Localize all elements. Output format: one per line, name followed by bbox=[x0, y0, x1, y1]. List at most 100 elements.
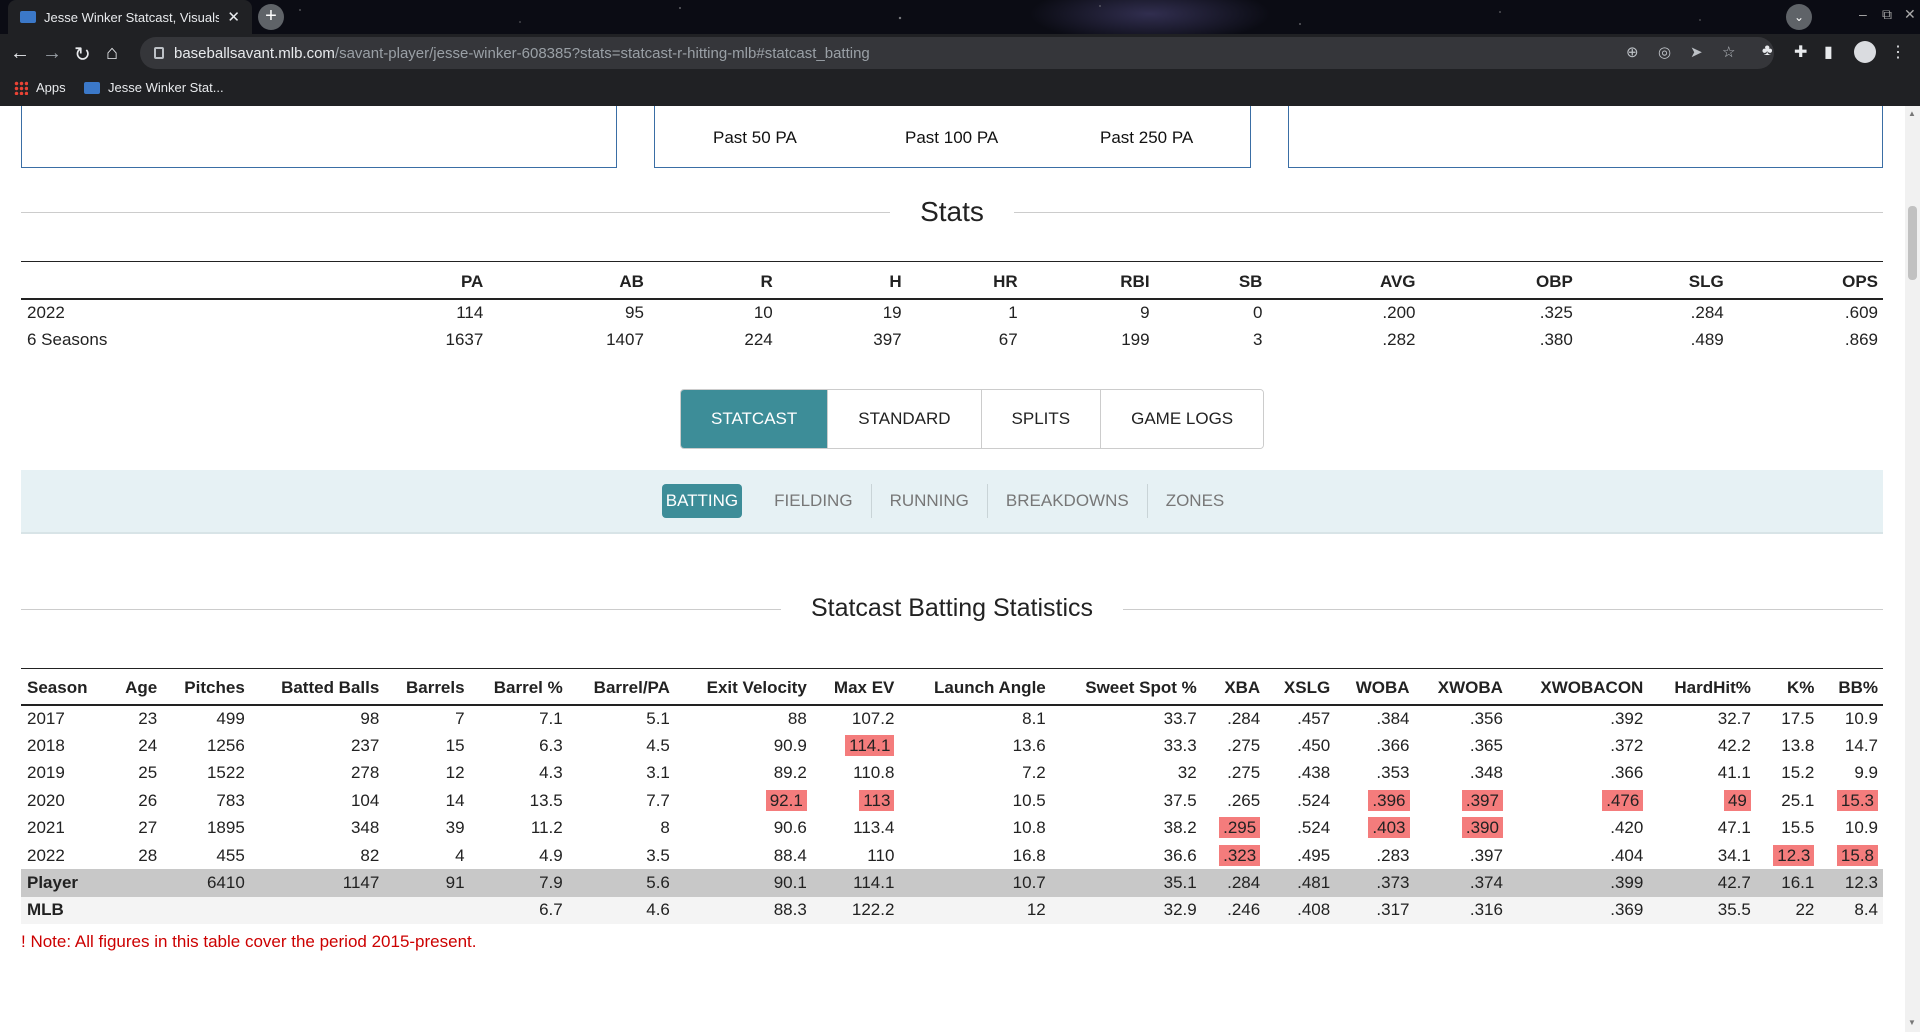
table-cell: .384 bbox=[1376, 709, 1410, 729]
bookmark-star-icon[interactable]: ☆ bbox=[1722, 44, 1736, 61]
column-header[interactable]: Barrels bbox=[384, 668, 470, 706]
scrollbar-thumb[interactable] bbox=[1908, 206, 1917, 280]
column-header[interactable]: Launch Angle bbox=[899, 668, 1051, 706]
table-cell: 14.7 bbox=[1844, 736, 1878, 756]
bookmark-apps[interactable]: Apps bbox=[14, 80, 66, 95]
table-cell: 2022 bbox=[27, 303, 65, 322]
column-header[interactable]: Age bbox=[109, 668, 163, 706]
maximize-icon[interactable]: ⧉ bbox=[1882, 6, 1892, 22]
column-header[interactable]: Batted Balls bbox=[249, 668, 385, 706]
column-header[interactable]: Barrel/PA bbox=[567, 668, 675, 706]
table-cell: .476 bbox=[1508, 787, 1648, 814]
column-header[interactable]: Max EV bbox=[811, 668, 900, 706]
table-cell: 1407 bbox=[606, 329, 644, 349]
table-cell: 1637 bbox=[445, 329, 484, 349]
bookmark-savant[interactable]: Jesse Winker Stat... bbox=[84, 80, 224, 95]
puzzle-icon[interactable]: ✚ bbox=[1794, 44, 1808, 61]
column-header: HR bbox=[906, 261, 1023, 300]
column-header: AB bbox=[488, 261, 649, 300]
table-cell: 1522 bbox=[206, 763, 245, 783]
extension-icon[interactable]: ♣ bbox=[1762, 42, 1773, 59]
subtab-running[interactable]: RUNNING bbox=[870, 484, 987, 518]
table-row: 2022 114 95 10 19 1 9 0.200.325.284.609 bbox=[21, 299, 1883, 326]
table-cell: 13.6 bbox=[1012, 736, 1046, 756]
table-cell bbox=[109, 896, 163, 925]
home-icon[interactable]: ⌂ bbox=[106, 42, 119, 64]
browser-tab[interactable]: Jesse Winker Statcast, Visuals ✕ bbox=[8, 0, 252, 34]
column-header[interactable]: HardHit% bbox=[1648, 668, 1756, 706]
column-header[interactable]: XWOBA bbox=[1414, 668, 1508, 706]
scroll-up-icon[interactable]: ▲ bbox=[1908, 109, 1916, 118]
column-header[interactable]: Barrel % bbox=[469, 668, 568, 706]
forward-icon[interactable]: → bbox=[42, 42, 62, 64]
table-cell: .438 bbox=[1297, 763, 1331, 783]
close-tab-icon[interactable]: ✕ bbox=[227, 9, 240, 26]
close-window-icon[interactable]: ✕ bbox=[1904, 6, 1916, 22]
page-content: Past 50 PA Past 100 PA Past 250 PA Stats… bbox=[0, 106, 1905, 1032]
address-bar[interactable]: baseballsavant.mlb.com /savant-player/je… bbox=[140, 37, 1774, 69]
column-header[interactable]: XBA bbox=[1201, 668, 1266, 706]
subtab-batting[interactable]: BATTING bbox=[661, 484, 743, 518]
table-cell: .403 bbox=[1335, 815, 1414, 842]
column-header[interactable]: Exit Velocity bbox=[674, 668, 812, 706]
table-cell: 7.1 bbox=[539, 709, 563, 729]
stats-table: PA AB R H HR RBI SB AVG OBP SLG OPS 2022 114 95 10 19 1… bbox=[21, 261, 1883, 353]
tab-splits[interactable]: SPLITS bbox=[980, 390, 1101, 448]
subtab-breakdowns[interactable]: BREAKDOWNS bbox=[986, 484, 1147, 518]
table-cell: 91 bbox=[384, 869, 470, 897]
table-cell: .284 bbox=[1201, 869, 1266, 897]
highlighted-value: .476 bbox=[1602, 789, 1644, 811]
back-icon[interactable]: ← bbox=[10, 42, 30, 64]
sidebar-icon[interactable]: ▮ bbox=[1824, 44, 1833, 61]
reload-icon[interactable]: ↻ bbox=[74, 44, 91, 66]
column-header[interactable]: Pitches bbox=[162, 668, 250, 706]
table-cell: 110 bbox=[867, 845, 895, 865]
table-cell: 10 bbox=[753, 303, 773, 322]
rolling-label: Past 50 PA bbox=[713, 128, 797, 147]
table-cell: 5.1 bbox=[646, 709, 670, 729]
column-header: OPS bbox=[1728, 261, 1883, 300]
menu-icon[interactable]: ⋮ bbox=[1890, 44, 1906, 61]
column-header[interactable]: WOBA bbox=[1335, 668, 1415, 706]
tab-search-button[interactable]: ⌄ bbox=[1786, 4, 1812, 30]
tab-statcast[interactable]: STATCAST bbox=[681, 390, 828, 448]
table-cell: 34.1 bbox=[1717, 845, 1751, 865]
tab-standard[interactable]: STANDARD bbox=[827, 390, 981, 448]
table-cell: 114.1 bbox=[812, 732, 900, 759]
tab-game-logs[interactable]: GAME LOGS bbox=[1100, 390, 1264, 448]
tracking-icon[interactable]: ◎ bbox=[1658, 44, 1672, 61]
subtab-fielding[interactable]: FIELDING bbox=[774, 491, 853, 510]
table-cell: Player bbox=[21, 869, 110, 897]
table-cell: 15.3 bbox=[1819, 787, 1883, 814]
apps-grid-icon bbox=[14, 80, 28, 95]
table-cell: 90.6 bbox=[773, 818, 807, 838]
column-header[interactable]: XWOBACON bbox=[1507, 668, 1649, 706]
page-scrollbar[interactable]: ▲ ▼ bbox=[1905, 106, 1920, 1032]
table-cell: 11.2 bbox=[530, 818, 563, 838]
column-header[interactable]: BB% bbox=[1819, 668, 1883, 706]
scroll-down-icon[interactable]: ▼ bbox=[1908, 1018, 1916, 1027]
column-header[interactable]: Sweet Spot % bbox=[1050, 668, 1202, 706]
table-cell: 89.2 bbox=[773, 763, 807, 783]
player-row: Player 6410 1147 91 7.9 5.6 90.1 114.1 10.7 35.1.… bbox=[21, 869, 1883, 897]
minimize-icon[interactable]: – bbox=[1859, 6, 1867, 22]
table-cell: 33.7 bbox=[1163, 709, 1197, 729]
profile-avatar[interactable] bbox=[1854, 41, 1876, 63]
highlighted-value: .397 bbox=[1461, 789, 1503, 811]
zoom-icon[interactable]: ⊕ bbox=[1626, 44, 1639, 61]
column-header[interactable]: K% bbox=[1755, 668, 1820, 706]
table-cell: 13.5 bbox=[529, 790, 563, 810]
send-icon[interactable]: ➤ bbox=[1690, 44, 1703, 61]
table-cell: 28 bbox=[138, 845, 158, 865]
table-row: 2021 27 1895 348 39 11.2 8 90.6 113.4 10.8 38.2 .29… bbox=[21, 815, 1883, 842]
new-tab-button[interactable]: + bbox=[258, 4, 284, 30]
subtab-zones[interactable]: ZONES bbox=[1146, 484, 1243, 518]
table-cell: .369 bbox=[1507, 896, 1649, 925]
column-header[interactable]: Season bbox=[21, 668, 110, 706]
browser-tab-title: Jesse Winker Statcast, Visuals bbox=[44, 9, 220, 25]
highlighted-value: 92.1 bbox=[765, 789, 807, 811]
table-cell: .356 bbox=[1469, 709, 1503, 729]
rolling-card-middle: Past 50 PA Past 100 PA Past 250 PA bbox=[654, 106, 1251, 168]
column-header[interactable]: XSLG bbox=[1265, 668, 1336, 706]
table-cell: 104 bbox=[350, 790, 380, 810]
